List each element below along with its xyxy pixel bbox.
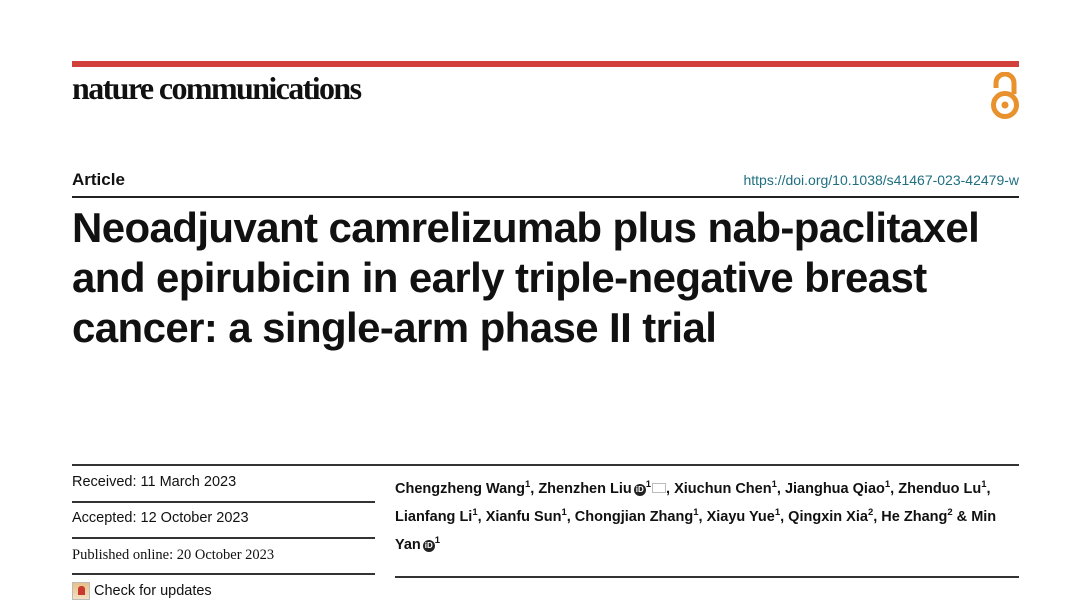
affiliation-marker: 1 (771, 479, 777, 490)
author-name: Zhenduo Lu (898, 480, 982, 497)
affiliation-marker: 1 (472, 507, 478, 519)
divider (72, 464, 1019, 466)
divider (72, 537, 375, 539)
received-date: Received: 11 March 2023 (72, 474, 237, 490)
affiliation-marker: 1 (524, 479, 531, 490)
article-title: Neoadjuvant camrelizumab plus nab-paclit… (72, 204, 980, 351)
open-access-lock-icon (991, 72, 1019, 119)
affiliation-marker: 1 (561, 507, 567, 519)
affiliation-marker: 1 (981, 479, 987, 490)
orcid-icon[interactable]: iD (633, 483, 646, 496)
author[interactable]: Xianfu Sun1 (485, 507, 567, 526)
author-name: He Zhang (881, 509, 948, 526)
published-date: Published online: 20 October 2023 (72, 547, 275, 563)
author-name: Lianfang Li (395, 509, 473, 526)
email-icon[interactable] (652, 482, 667, 493)
divider (72, 196, 1019, 198)
affiliation-marker: 1 (774, 507, 781, 519)
author-name: Min Yan (395, 509, 997, 554)
author-name: Zhenzhen Liu (538, 480, 632, 497)
affiliation-marker: 1 (645, 479, 652, 490)
check-for-updates-button[interactable]: Check for updates (72, 582, 212, 600)
author-name: Xianfu Sun (485, 509, 562, 526)
orcid-icon[interactable]: iD (422, 540, 435, 553)
author-name: Qingxin Xia (788, 509, 868, 526)
author[interactable]: Min Yan iD 1 (395, 509, 996, 553)
divider (72, 573, 375, 575)
check-updates-icon (72, 582, 90, 600)
affiliation-marker: 1 (693, 507, 699, 519)
article-type: Article (72, 170, 125, 189)
author[interactable]: He Zhang2 (881, 507, 953, 526)
affiliation-marker: 1 (434, 535, 441, 547)
author[interactable]: Xiayu Yue1 (706, 507, 781, 526)
affiliation-marker: 2 (867, 507, 874, 519)
journal-accent-bar (72, 61, 1019, 67)
author[interactable]: Xiuchun Chen1 (674, 479, 777, 497)
author-name: Xiayu Yue (706, 509, 775, 526)
divider (395, 576, 1019, 578)
author[interactable]: Qingxin Xia2 (788, 507, 874, 526)
author-name: Jianghua Qiao (784, 480, 885, 497)
author[interactable]: Lianfang Li1 (395, 507, 478, 526)
author[interactable]: Zhenzhen Liu iD 1 (538, 479, 667, 497)
check-updates-label: Check for updates (94, 583, 212, 599)
author[interactable]: Chongjian Zhang1 (574, 507, 699, 526)
affiliation-marker: 2 (947, 507, 953, 519)
divider (72, 501, 375, 503)
author[interactable]: Jianghua Qiao1 (784, 479, 891, 497)
author[interactable]: Chengzheng Wang1 (395, 479, 531, 497)
author[interactable]: Zhenduo Lu1 (898, 479, 987, 497)
author-name: Xiuchun Chen (674, 480, 772, 497)
accepted-date: Accepted: 12 October 2023 (72, 510, 249, 526)
author-name: Chongjian Zhang (574, 509, 694, 526)
journal-logo: nature communications (72, 70, 362, 106)
affiliation-marker: 1 (884, 479, 891, 490)
doi-link[interactable]: https://doi.org/10.1038/s41467-023-42479… (743, 172, 1019, 188)
author-name: Chengzheng Wang (395, 480, 525, 497)
author-list: Chengzheng Wang1, Zhenzhen Liu iD 1, Xiuch… (395, 479, 997, 554)
